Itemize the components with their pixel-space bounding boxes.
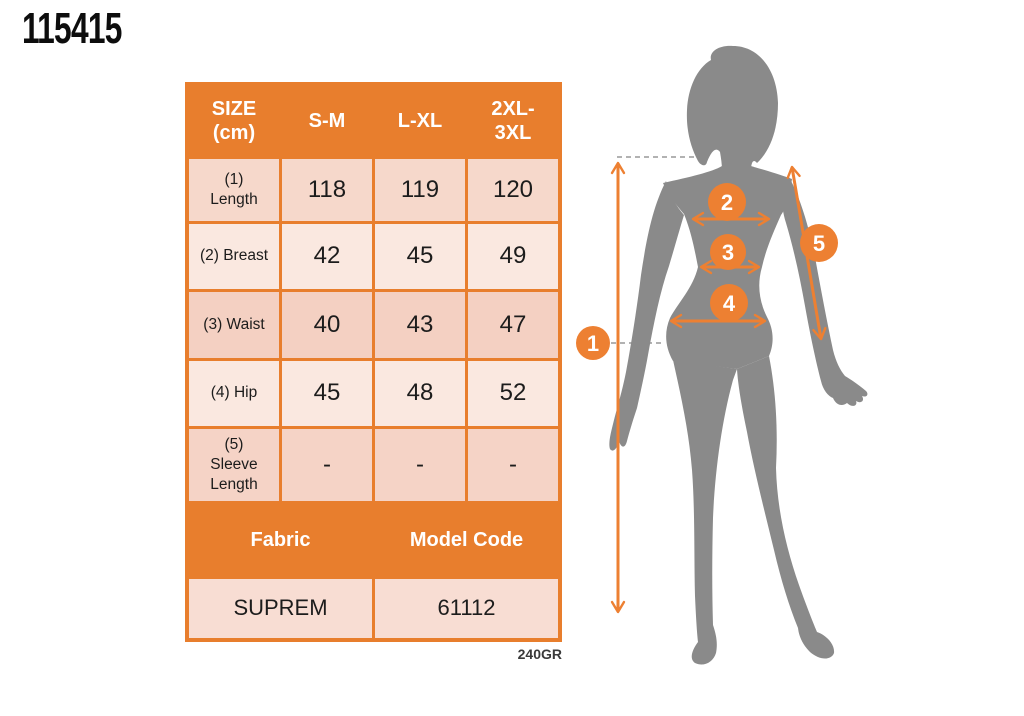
weight-note: 240GR — [517, 646, 562, 662]
col-header-2xl-3xl: 2XL- 3XL — [468, 86, 558, 156]
length-value-lxl: 119 — [375, 159, 465, 221]
marker-4-label: 4 — [723, 291, 736, 316]
marker-3-label: 3 — [722, 240, 734, 265]
size-table: SIZE (cm) S-M L-XL 2XL- 3XL (1) Length 1… — [185, 82, 562, 642]
length-value-sm: 118 — [282, 159, 372, 221]
fabric-header-cell: Fabric — [189, 504, 372, 576]
row-label-sleeve-length: (5) Sleeve Length — [189, 429, 279, 501]
row-label-hip: (4) Hip — [189, 361, 279, 426]
marker-2-label: 2 — [721, 190, 733, 215]
sleeve-value-2xl: - — [468, 429, 558, 501]
marker-1-label: 1 — [587, 331, 599, 356]
waist-value-sm: 40 — [282, 292, 372, 358]
hip-value-lxl: 48 — [375, 361, 465, 426]
row-label-length: (1) Length — [189, 159, 279, 221]
marker-5-label: 5 — [813, 231, 825, 256]
breast-value-2xl: 49 — [468, 224, 558, 289]
waist-value-lxl: 43 — [375, 292, 465, 358]
length-value-2xl: 120 — [468, 159, 558, 221]
row-label-breast: (2) Breast — [189, 224, 279, 289]
measurement-diagram: 1 2 3 4 5 — [576, 45, 868, 665]
silhouette-right-arm — [781, 177, 868, 406]
hip-value-sm: 45 — [282, 361, 372, 426]
sleeve-value-sm: - — [282, 429, 372, 501]
marker-4-badge: 4 — [710, 284, 748, 322]
silhouette-left-leg — [673, 360, 737, 665]
waist-value-2xl: 47 — [468, 292, 558, 358]
row-label-waist: (3) Waist — [189, 292, 279, 358]
silhouette-left-arm — [609, 181, 684, 451]
model-code-header-cell: Model Code — [375, 504, 558, 576]
marker-5-badge: 5 — [800, 224, 838, 262]
marker-1-badge: 1 — [576, 326, 610, 360]
marker-2-badge: 2 — [708, 183, 746, 221]
body-silhouette — [609, 45, 868, 665]
product-code: 115415 — [22, 4, 122, 53]
col-header-l-xl: L-XL — [375, 86, 465, 156]
fabric-value-cell: SUPREM — [189, 579, 372, 638]
col-header-size-cm: SIZE (cm) — [189, 86, 279, 156]
col-header-s-m: S-M — [282, 86, 372, 156]
silhouette-head — [686, 45, 778, 172]
model-code-value-cell: 61112 — [375, 579, 558, 638]
marker-3-badge: 3 — [710, 234, 746, 270]
sleeve-value-lxl: - — [375, 429, 465, 501]
breast-value-sm: 42 — [282, 224, 372, 289]
silhouette-right-leg — [737, 356, 835, 659]
hip-value-2xl: 52 — [468, 361, 558, 426]
breast-value-lxl: 45 — [375, 224, 465, 289]
